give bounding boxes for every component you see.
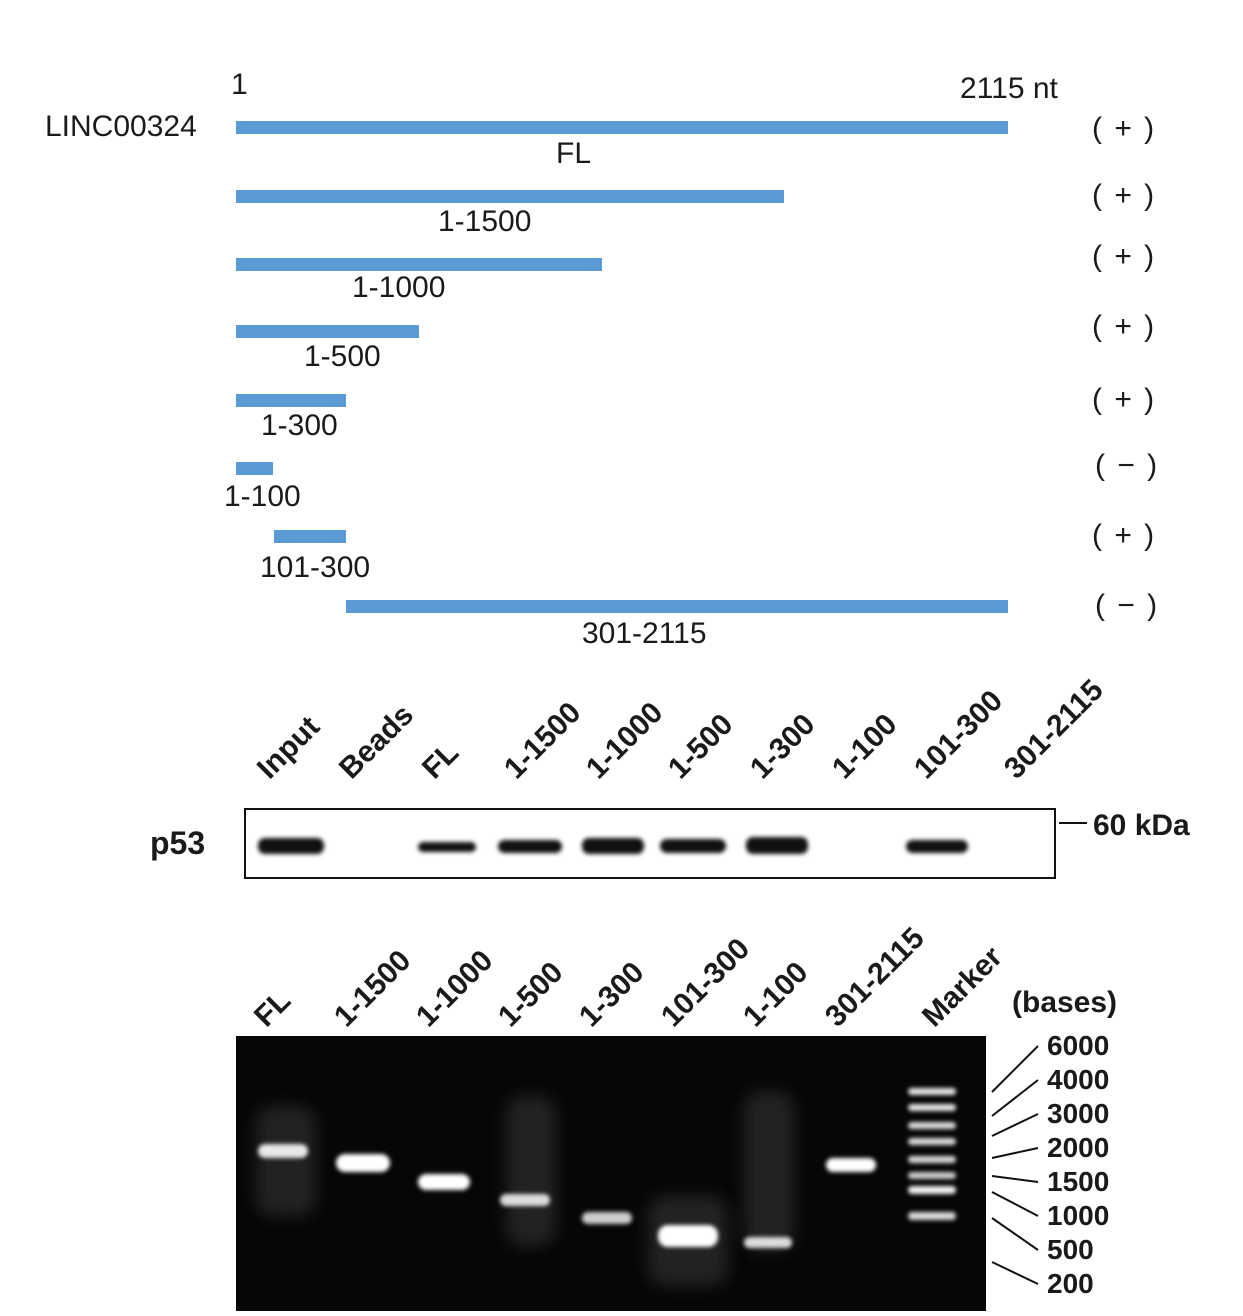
gel-band-101-300 — [658, 1225, 718, 1247]
binding-result-101-300: ( + ) — [1092, 519, 1157, 552]
binding-result-1-1500: ( + ) — [1092, 179, 1157, 212]
construct-bar-301-2115 — [346, 600, 1008, 613]
marker-band — [908, 1104, 956, 1111]
binding-result-1-500: ( + ) — [1092, 310, 1157, 343]
marker-band — [908, 1138, 956, 1145]
gel-band-1-500 — [500, 1194, 550, 1206]
marker-band — [908, 1122, 956, 1129]
gel-band-1-100 — [744, 1237, 792, 1248]
western-blot-membrane — [244, 808, 1056, 879]
marker-size-500: 500 — [1047, 1234, 1094, 1265]
construct-bar-1-1500 — [236, 190, 784, 203]
construct-label-fl: FL — [556, 137, 592, 170]
wb-lane-label-1-100: 1-100 — [825, 707, 904, 786]
gel-smear — [744, 1091, 794, 1251]
gel-lane-label-1-100: 1-100 — [736, 955, 815, 1034]
wb-lane-label-301-2115: 301-2115 — [997, 673, 1110, 786]
construct-bar-1-500 — [236, 325, 419, 338]
marker-size-1000: 1000 — [1047, 1200, 1110, 1231]
binding-result-1-100: ( − ) — [1095, 449, 1160, 482]
marker-band — [908, 1212, 956, 1220]
wb-lane-label-101-300: 101-300 — [907, 684, 1010, 786]
wb-lane-label-1-1000: 1-1000 — [579, 695, 670, 786]
gel-lane-label-301-2115: 301-2115 — [818, 921, 931, 1034]
marker-band — [908, 1156, 956, 1163]
agarose-gel-image — [236, 1036, 986, 1311]
construct-label-1-300: 1-300 — [261, 409, 338, 442]
gel-band-1-1500 — [336, 1154, 390, 1172]
gel-band-1-300 — [582, 1212, 632, 1224]
construct-bar-fl — [236, 121, 1008, 134]
construct-label-101-300: 101-300 — [260, 551, 371, 584]
marker-size-1500: 1500 — [1047, 1166, 1110, 1197]
wb-band-1-1500 — [498, 840, 562, 853]
construct-label-1-500: 1-500 — [304, 340, 381, 373]
construct-label-301-2115: 301-2115 — [582, 617, 707, 650]
gel-units-label: (bases) — [1012, 986, 1118, 1019]
wb-lane-label-beads: Beads — [332, 698, 420, 786]
gene-name: LINC00324 — [45, 110, 197, 143]
construct-label-1-100: 1-100 — [224, 480, 301, 513]
binding-result-1-300: ( + ) — [1092, 383, 1157, 416]
gel-band-1-1000 — [418, 1174, 470, 1190]
construct-label-1-1000: 1-1000 — [352, 271, 446, 304]
wb-lane-label-input: Input — [250, 710, 327, 786]
wb-band-101-300 — [906, 840, 968, 853]
marker-size-200: 200 — [1047, 1268, 1094, 1299]
marker-band — [908, 1088, 956, 1095]
gel-smear — [506, 1096, 556, 1246]
wb-band-1-500 — [660, 839, 726, 853]
gel-lane-label-marker: Marker — [915, 940, 1009, 1034]
binding-result-1-1000: ( + ) — [1092, 240, 1157, 273]
construct-bar-1-100 — [236, 462, 273, 475]
gel-smear — [256, 1106, 316, 1216]
wb-lane-label-1-300: 1-300 — [743, 707, 822, 786]
construct-bar-101-300 — [274, 530, 346, 543]
gel-lane-label-1-1500: 1-1500 — [327, 943, 418, 1034]
construct-label-1-1500: 1-1500 — [438, 205, 532, 238]
wb-band-1-1000 — [582, 838, 644, 854]
gel-band-fl — [258, 1144, 308, 1158]
gel-lane-label-fl: FL — [247, 984, 298, 1034]
gel-lane-label-1-1000: 1-1000 — [409, 943, 500, 1034]
wb-lane-label-1-1500: 1-1500 — [497, 695, 588, 786]
marker-size-leader-lines — [991, 1045, 1039, 1285]
marker-size-3000: 3000 — [1047, 1098, 1110, 1129]
gel-lane-label-101-300: 101-300 — [654, 932, 757, 1034]
gel-band-301-2115 — [826, 1158, 876, 1172]
wb-lane-label-1-500: 1-500 — [661, 707, 740, 786]
construct-bar-1-300 — [236, 394, 346, 407]
construct-bar-1-1000 — [236, 258, 602, 271]
wb-lane-label-fl: FL — [415, 736, 466, 786]
marker-size-2000: 2000 — [1047, 1132, 1110, 1163]
gel-lane-label-1-300: 1-300 — [572, 955, 651, 1034]
wb-band-input — [258, 838, 324, 854]
marker-tick — [1059, 822, 1087, 824]
binding-result-fl: ( + ) — [1092, 112, 1157, 145]
marker-band — [908, 1172, 956, 1179]
marker-size-6000: 6000 — [1047, 1030, 1110, 1061]
marker-band — [908, 1186, 956, 1194]
wb-band-fl — [418, 842, 476, 852]
marker-size-label: 60 kDa — [1093, 809, 1190, 842]
wb-band-1-300 — [746, 837, 808, 854]
marker-size-4000: 4000 — [1047, 1064, 1110, 1095]
map-end-label: 2115 nt — [960, 72, 1058, 105]
protein-label: p53 — [150, 825, 206, 861]
binding-result-301-2115: ( − ) — [1095, 589, 1160, 622]
map-start-label: 1 — [231, 68, 248, 101]
gel-lane-label-1-500: 1-500 — [491, 955, 570, 1034]
